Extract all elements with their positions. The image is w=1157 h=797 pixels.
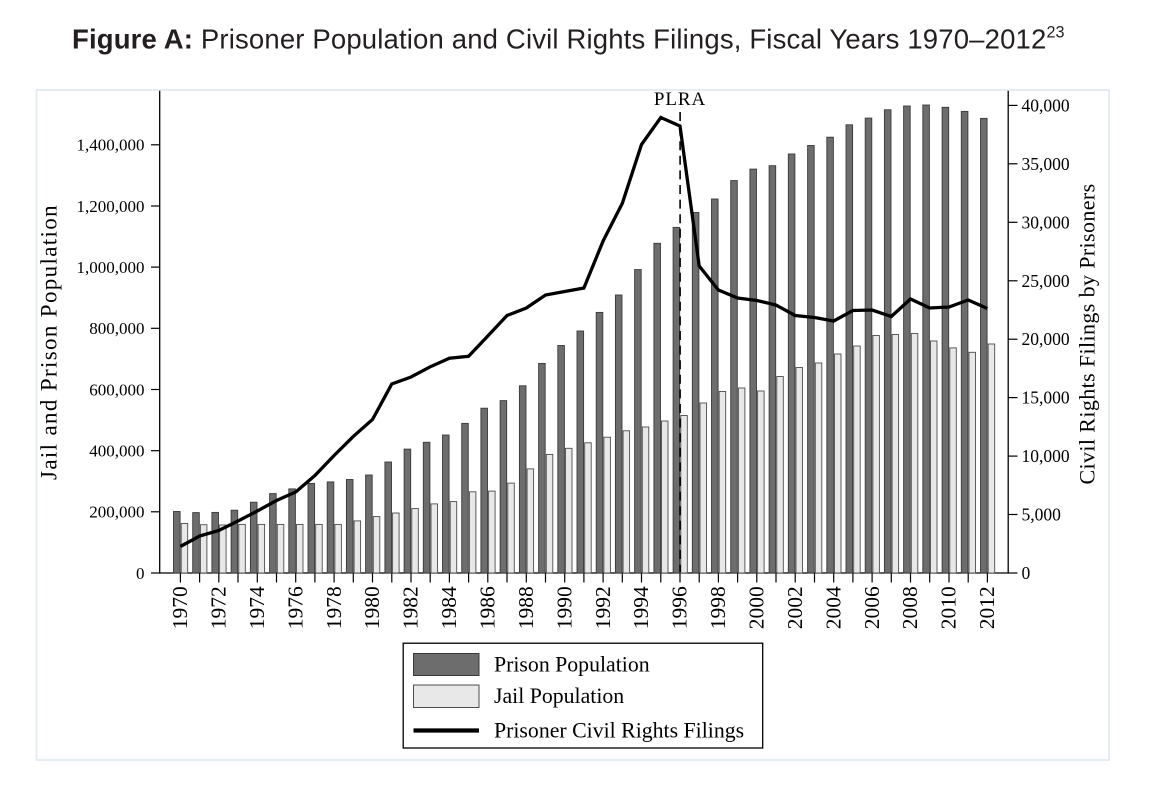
svg-text:1976: 1976: [283, 586, 307, 629]
svg-text:2004: 2004: [821, 586, 845, 629]
svg-text:600,000: 600,000: [89, 380, 144, 399]
svg-text:Civil Rights Filings by Prison: Civil Rights Filings by Prisoners: [1075, 183, 1100, 484]
svg-text:1990: 1990: [552, 586, 576, 629]
svg-text:1992: 1992: [591, 586, 615, 629]
svg-text:1972: 1972: [207, 586, 231, 629]
svg-text:35,000: 35,000: [1022, 154, 1070, 174]
svg-text:Prison Population: Prison Population: [494, 653, 650, 677]
svg-text:1974: 1974: [245, 586, 269, 629]
svg-text:Prisoner Civil Rights Filings: Prisoner Civil Rights Filings: [494, 719, 744, 743]
svg-text:Jail Population: Jail Population: [494, 684, 624, 708]
svg-text:1982: 1982: [399, 586, 423, 629]
svg-text:1980: 1980: [360, 586, 384, 629]
svg-text:1970: 1970: [168, 586, 192, 629]
svg-text:1,200,000: 1,200,000: [77, 197, 145, 216]
svg-text:1,400,000: 1,400,000: [77, 136, 145, 155]
svg-text:30,000: 30,000: [1022, 212, 1070, 232]
svg-text:2006: 2006: [860, 586, 884, 629]
svg-text:10,000: 10,000: [1022, 446, 1070, 466]
svg-text:0: 0: [136, 564, 145, 583]
svg-text:Figure A: Prisoner Population: Figure A: Prisoner Population and Civil …: [72, 23, 1064, 54]
svg-text:1988: 1988: [514, 586, 538, 629]
svg-text:1986: 1986: [476, 586, 500, 629]
svg-text:2012: 2012: [975, 586, 999, 629]
svg-text:0: 0: [1022, 563, 1031, 583]
svg-text:2010: 2010: [937, 586, 961, 629]
svg-text:800,000: 800,000: [89, 319, 144, 338]
svg-text:PLRA: PLRA: [654, 89, 706, 110]
svg-text:2000: 2000: [745, 586, 769, 629]
svg-text:40,000: 40,000: [1022, 95, 1070, 115]
svg-text:Jail and Prison Population: Jail and Prison Population: [37, 204, 62, 480]
svg-text:20,000: 20,000: [1022, 329, 1070, 349]
svg-text:25,000: 25,000: [1022, 271, 1070, 291]
svg-text:1998: 1998: [706, 586, 730, 629]
svg-text:2008: 2008: [898, 586, 922, 629]
svg-text:1,000,000: 1,000,000: [77, 258, 145, 277]
svg-text:1996: 1996: [668, 586, 692, 629]
svg-text:15,000: 15,000: [1022, 388, 1070, 408]
svg-text:1978: 1978: [322, 586, 346, 629]
svg-text:1994: 1994: [629, 586, 653, 629]
svg-text:2002: 2002: [783, 586, 807, 629]
svg-text:200,000: 200,000: [89, 503, 144, 522]
svg-text:400,000: 400,000: [89, 442, 144, 461]
svg-text:1984: 1984: [437, 586, 461, 629]
svg-text:5,000: 5,000: [1022, 505, 1062, 525]
